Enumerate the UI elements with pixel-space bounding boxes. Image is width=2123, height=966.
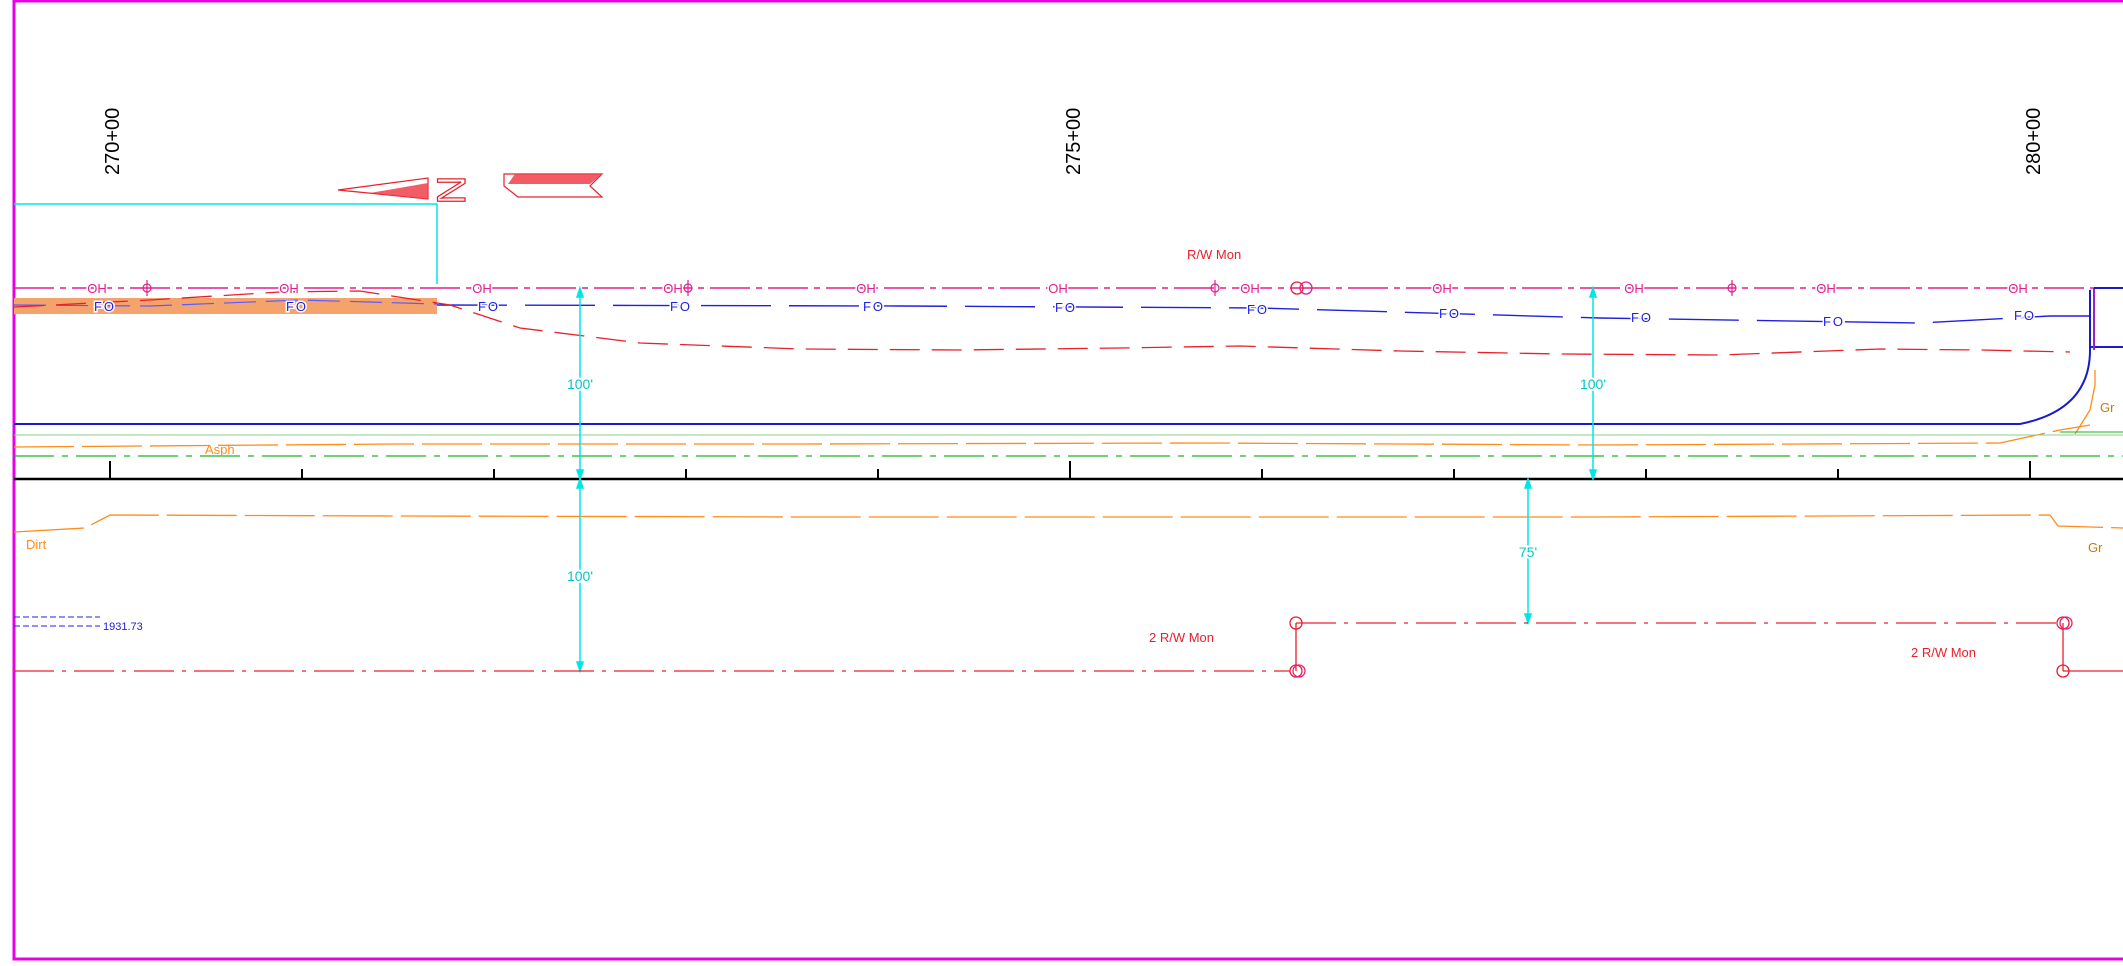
elevation-label: 1931.73 [103, 621, 143, 633]
fiber-optic-label: FO [1631, 310, 1653, 325]
asph-label: Asph [205, 442, 235, 457]
overhead-labels: OH OH OH OH OH OH OH OH OH OH OH [86, 280, 2030, 298]
rw-monument-lower-left [1289, 616, 1306, 678]
fiber-optic-label: FO [2014, 308, 2036, 323]
rw-mon-label-top: R/W Mon [1187, 247, 1241, 262]
fiber-optic-label: FO [1823, 314, 1845, 329]
red-dashed-line [13, 290, 2071, 356]
north-arrow-leader [14, 203, 438, 284]
fiber-optic-label: FO [286, 299, 308, 314]
road-edge-curve [2019, 290, 2091, 425]
centerline-ticks [109, 461, 2031, 479]
fiber-optic-line-left [13, 299, 438, 307]
station-label-280: 280+00 [2023, 108, 2045, 175]
fiber-optic-label: FO [670, 299, 692, 314]
fiber-optic-label: FO [1055, 300, 1077, 315]
fiber-optic-label: FO [863, 299, 885, 314]
edge-of-pavement-right [2074, 370, 2096, 435]
fiber-optic-line [436, 304, 2095, 324]
rw-mon-label-bottom-left: 2 R/W Mon [1149, 630, 1214, 645]
overhead-label: OH [87, 281, 107, 296]
dimension-label-right-lower: 75' [1519, 544, 1537, 560]
fiber-optic-label: FO [1439, 306, 1461, 321]
fiber-optic-label: FO [1247, 302, 1269, 317]
overhead-label: OH [1816, 281, 1836, 296]
dimension-label-right-upper: 100' [1580, 376, 1606, 392]
rw-monument-top [1290, 281, 1313, 295]
overhead-label: OH [1432, 281, 1452, 296]
fiber-optic-label: FO [94, 299, 116, 314]
overhead-label: OH [1048, 281, 1068, 296]
station-label-275: 275+00 [1063, 108, 1085, 175]
rw-mon-label-bottom-right: 2 R/W Mon [1911, 645, 1976, 660]
dimension-label-left-upper: 100' [567, 376, 593, 392]
overhead-label: OH [2008, 281, 2028, 296]
gr-label-upper: Gr [2100, 400, 2115, 415]
overhead-label: OH [472, 281, 492, 296]
dimension-label-left-lower: 100' [567, 568, 593, 584]
overhead-label: OH [1240, 281, 1260, 296]
rw-monument-lower-right [2056, 616, 2073, 678]
fiber-optic-label: FO [478, 299, 500, 314]
overhead-label: OH [663, 281, 683, 296]
north-arrow-icon: N [337, 173, 604, 205]
gr-label-lower: Gr [2088, 540, 2103, 555]
overhead-label: OH [279, 281, 299, 296]
edge-of-dirt [13, 514, 2123, 533]
north-arrow-letter: N [430, 176, 474, 205]
utility-pole-symbols [142, 280, 1737, 296]
edge-of-pavement-upper [13, 424, 2091, 448]
dirt-label: Dirt [26, 537, 47, 552]
dimension-lines [575, 285, 1598, 674]
overhead-label: OH [856, 281, 876, 296]
fiber-optic-labels: FO FO FO FO FO FO FO FO FO FO FO [92, 298, 2036, 331]
station-label-270: 270+00 [102, 108, 124, 175]
overhead-label: OH [1624, 281, 1644, 296]
